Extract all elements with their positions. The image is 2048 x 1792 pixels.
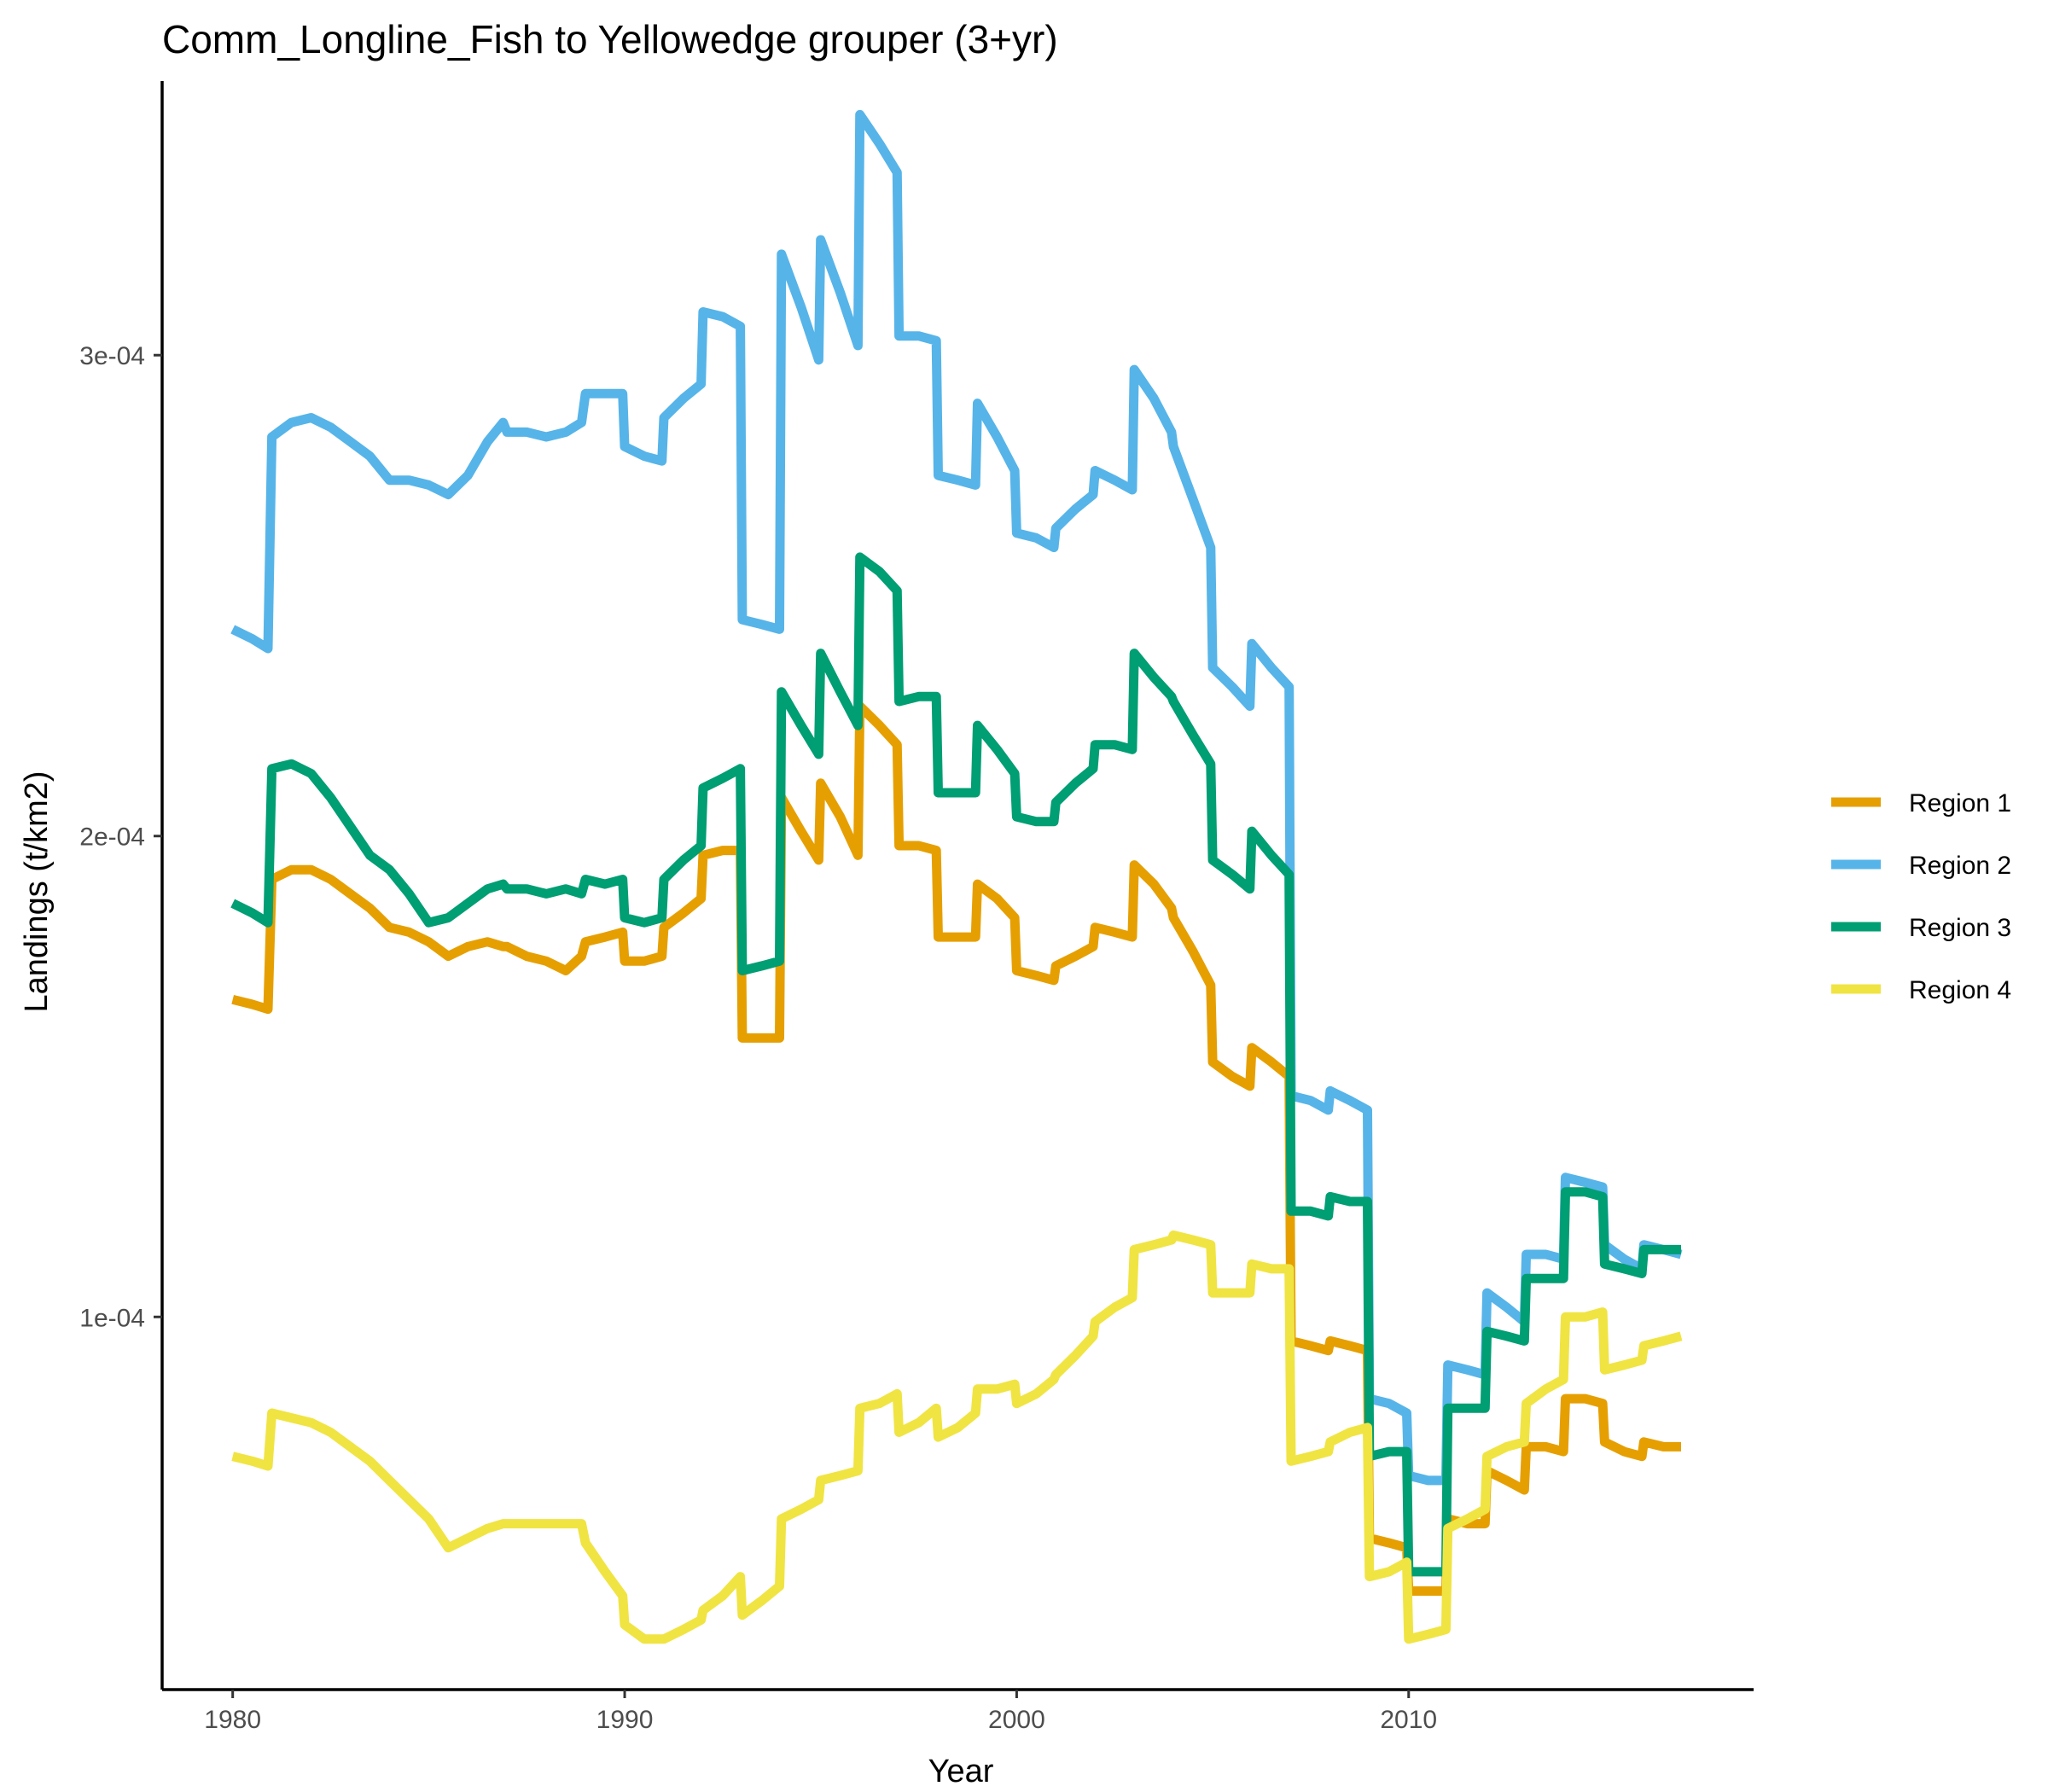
legend-label-region-1: Region 1 — [1909, 789, 2011, 817]
x-axis-ticks: 1980 1990 2000 2010 — [204, 1690, 1437, 1734]
x-tick-label: 2000 — [988, 1706, 1045, 1734]
series-line-region-4 — [231, 1231, 1683, 1644]
x-axis-title: Year — [928, 1754, 994, 1789]
plot-area: 1980 1990 2000 2010 1e-04 2e-04 3e-04 — [79, 81, 1754, 1734]
y-tick-label: 1e-04 — [79, 1304, 145, 1332]
x-tick-label: 2010 — [1380, 1706, 1437, 1734]
legend-label-region-3: Region 3 — [1909, 914, 2011, 942]
legend: Region 1 Region 2 Region 3 Region 4 — [1831, 789, 2011, 1004]
series-line-region-3 — [230, 552, 1681, 1577]
x-tick-label: 1990 — [596, 1706, 654, 1734]
y-axis-ticks: 1e-04 2e-04 3e-04 — [79, 342, 162, 1332]
series-line-region-2 — [230, 109, 1683, 1486]
legend-label-region-2: Region 2 — [1909, 852, 2011, 880]
y-tick-label: 3e-04 — [79, 342, 145, 370]
y-tick-label: 2e-04 — [79, 823, 145, 852]
series-lines — [230, 109, 1683, 1644]
chart-title: Comm_Longline_Fish to Yellowedge grouper… — [162, 17, 1058, 61]
y-axis-title: Landings (t/km2) — [19, 771, 55, 1012]
legend-label-region-4: Region 4 — [1909, 976, 2011, 1004]
x-tick-label: 1980 — [204, 1706, 261, 1734]
